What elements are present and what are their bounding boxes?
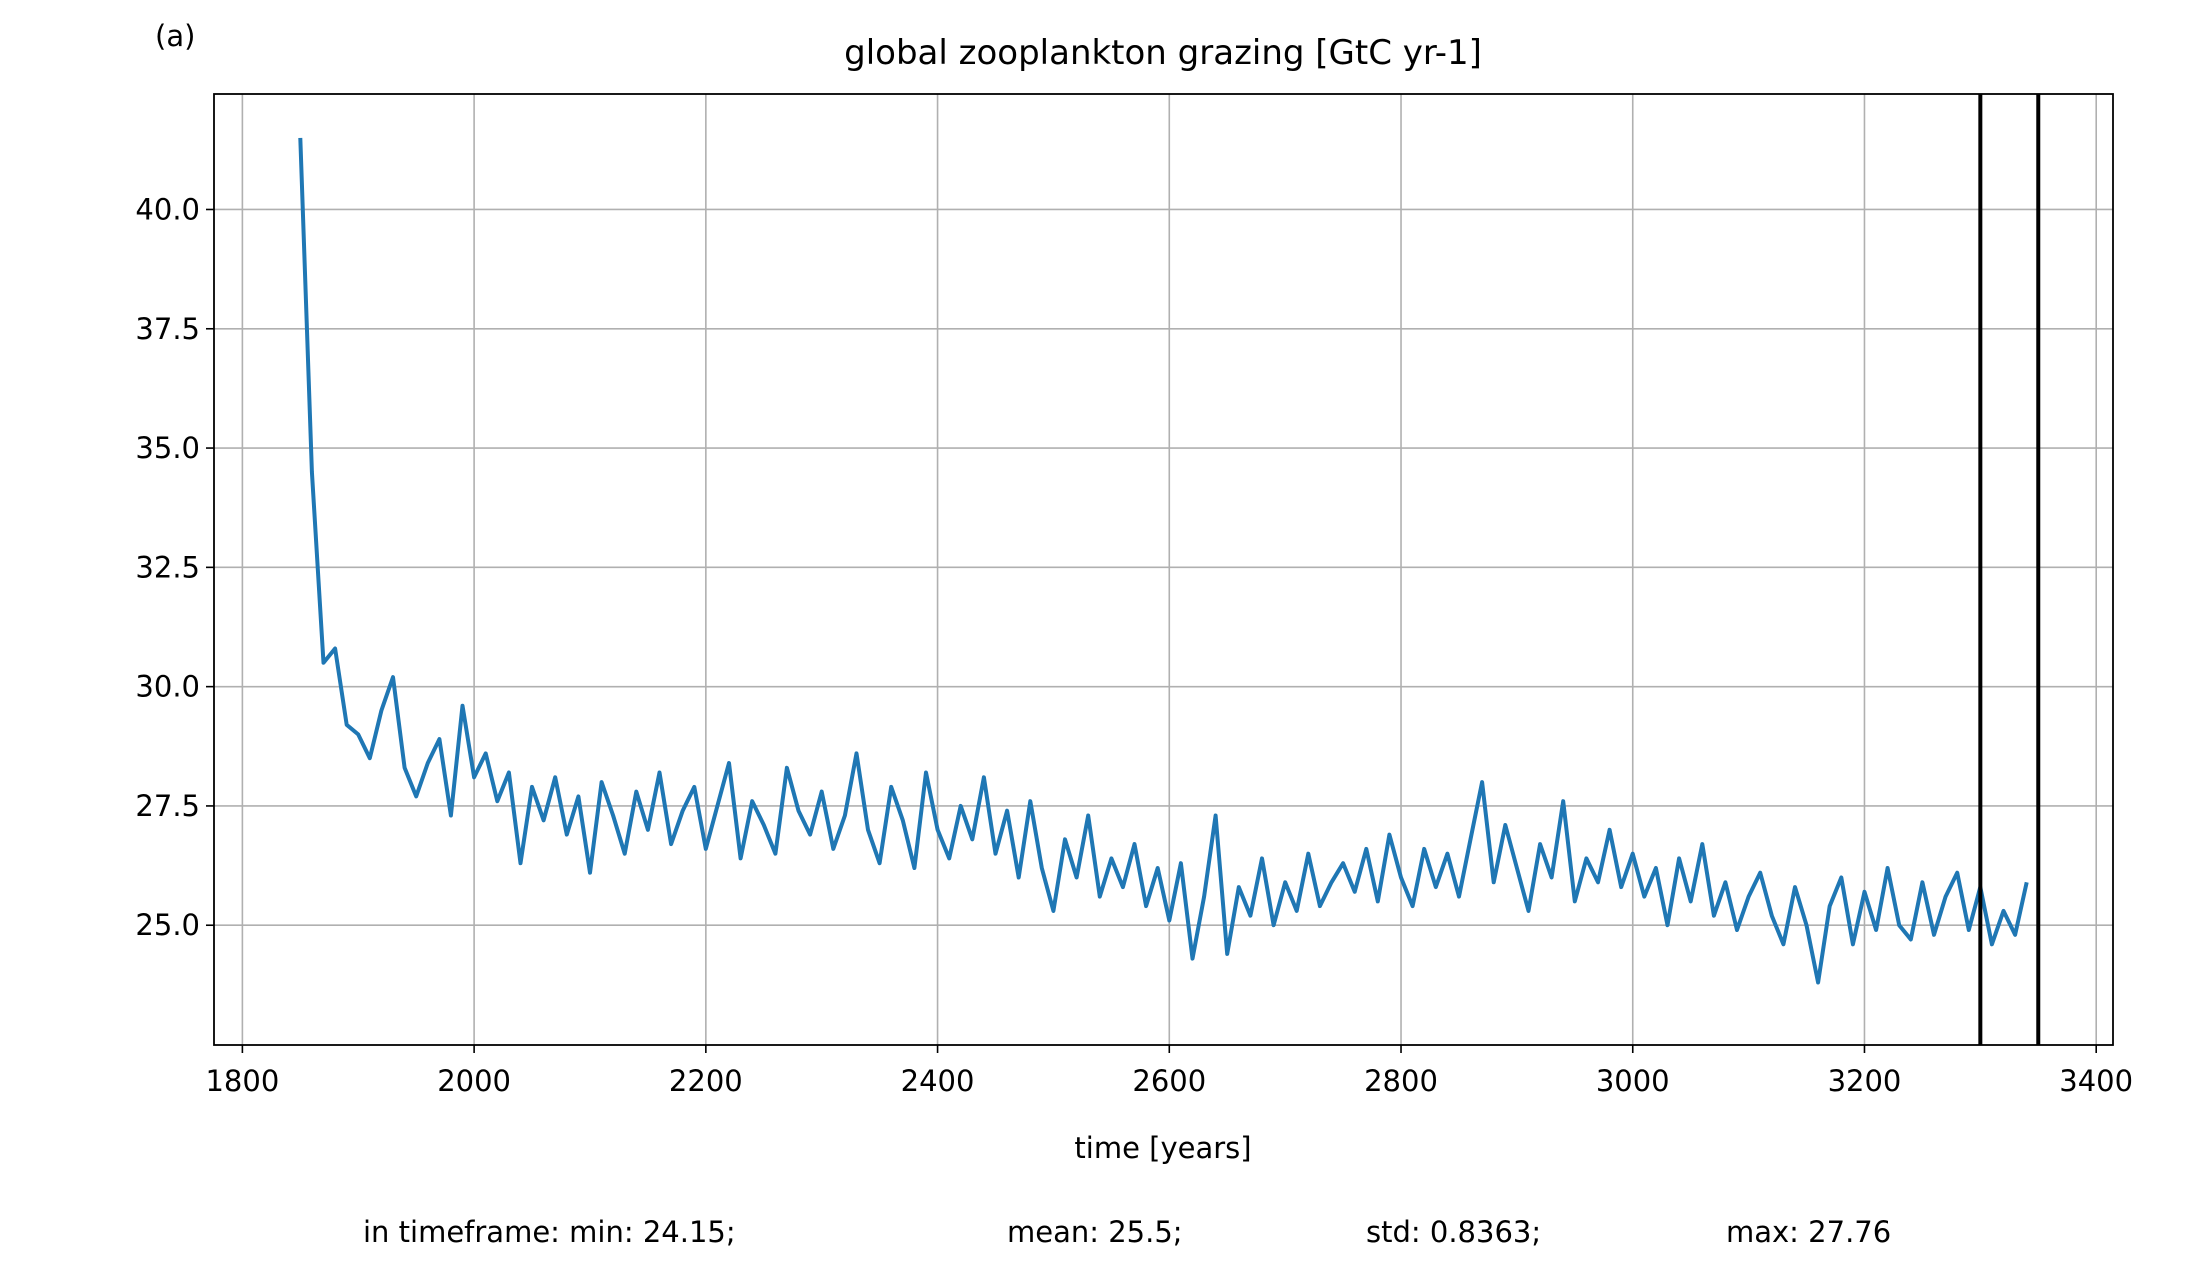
x-tick-label: 2200 bbox=[669, 1064, 743, 1098]
data-line bbox=[298, 137, 2029, 985]
x-tick-label: 2800 bbox=[1364, 1064, 1438, 1098]
stat: max: 27.76 bbox=[1726, 1215, 1891, 1249]
stat: mean: 25.5; bbox=[1007, 1215, 1183, 1249]
x-tick-label: 3000 bbox=[1596, 1064, 1670, 1098]
stat: in timeframe: min: 24.15; bbox=[363, 1215, 736, 1249]
x-tick-label: 2600 bbox=[1132, 1064, 1206, 1098]
y-tick-label: 25.0 bbox=[135, 908, 200, 942]
y-tick-label: 32.5 bbox=[135, 550, 200, 584]
chart-title: global zooplankton grazing [GtC yr-1] bbox=[844, 33, 1482, 73]
x-axis-label: time [years] bbox=[1074, 1131, 1251, 1165]
y-tick-label: 27.5 bbox=[135, 789, 200, 823]
stat: std: 0.8363; bbox=[1366, 1215, 1541, 1249]
y-tick-label: 30.0 bbox=[135, 670, 200, 704]
panel-label: (a) bbox=[155, 19, 195, 53]
x-tick-label: 1800 bbox=[205, 1064, 279, 1098]
x-tick-label: 2400 bbox=[901, 1064, 975, 1098]
plot-frame bbox=[213, 93, 2114, 1046]
y-tick-label: 37.5 bbox=[135, 312, 200, 346]
y-tick-label: 35.0 bbox=[135, 431, 200, 465]
x-tick-label: 2000 bbox=[437, 1064, 511, 1098]
y-tick-label: 40.0 bbox=[135, 192, 200, 226]
x-tick-label: 3400 bbox=[2059, 1064, 2133, 1098]
x-tick-label: 3200 bbox=[1828, 1064, 1902, 1098]
